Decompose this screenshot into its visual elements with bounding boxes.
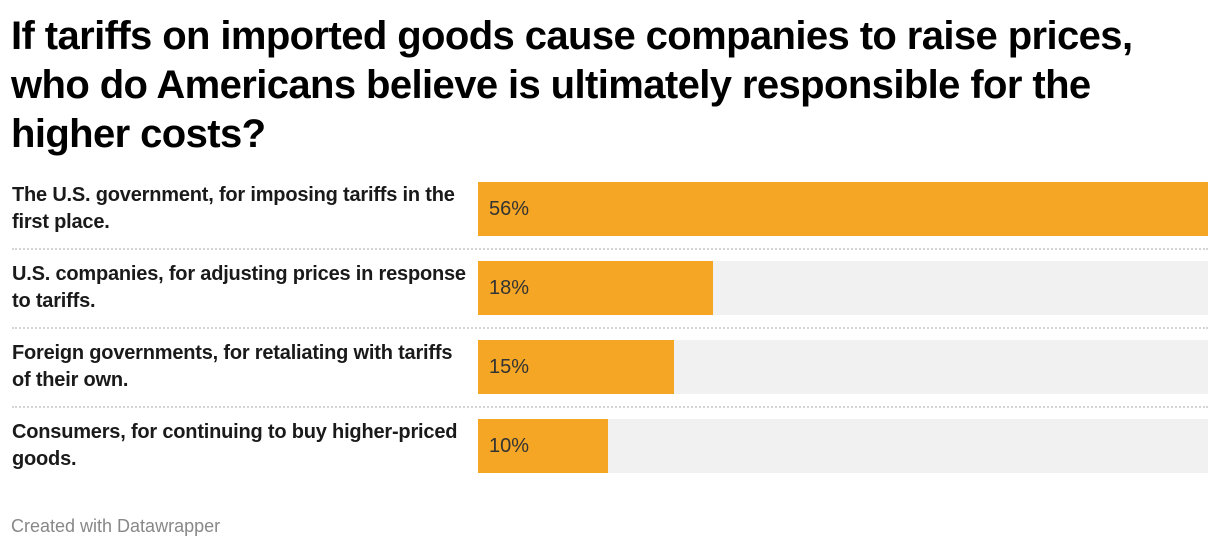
bar-row: The U.S. government, for imposing tariff… bbox=[0, 182, 1220, 236]
bar-row: Consumers, for continuing to buy higher-… bbox=[0, 419, 1220, 473]
bar bbox=[478, 419, 608, 473]
category-label: Consumers, for continuing to buy higher-… bbox=[12, 421, 458, 470]
row-separator bbox=[12, 327, 1208, 329]
value-label: 56% bbox=[489, 198, 530, 220]
bar bbox=[478, 340, 674, 394]
bar-track: 56% bbox=[478, 182, 1208, 236]
datawrapper-credit: Created with Datawrapper bbox=[11, 516, 221, 536]
bar-row: U.S. companies, for adjusting prices in … bbox=[0, 261, 1220, 315]
bar-track: 18% bbox=[478, 261, 1208, 315]
category-label: U.S. companies, for adjusting prices in … bbox=[12, 263, 466, 312]
bar-track: 15% bbox=[478, 340, 1208, 394]
row-separator bbox=[12, 406, 1208, 408]
bar-track: 10% bbox=[478, 419, 1208, 473]
bar bbox=[478, 182, 1208, 236]
category-label: Foreign governments, for retaliating wit… bbox=[12, 342, 453, 391]
bar bbox=[478, 261, 713, 315]
chart-title: If tariffs on imported goods cause compa… bbox=[11, 14, 1133, 156]
value-label: 18% bbox=[489, 277, 530, 299]
row-separator bbox=[12, 248, 1208, 250]
bar-row: Foreign governments, for retaliating wit… bbox=[0, 340, 1220, 394]
category-label: The U.S. government, for imposing tariff… bbox=[12, 184, 455, 233]
value-label: 10% bbox=[489, 435, 530, 457]
value-label: 15% bbox=[489, 356, 530, 378]
